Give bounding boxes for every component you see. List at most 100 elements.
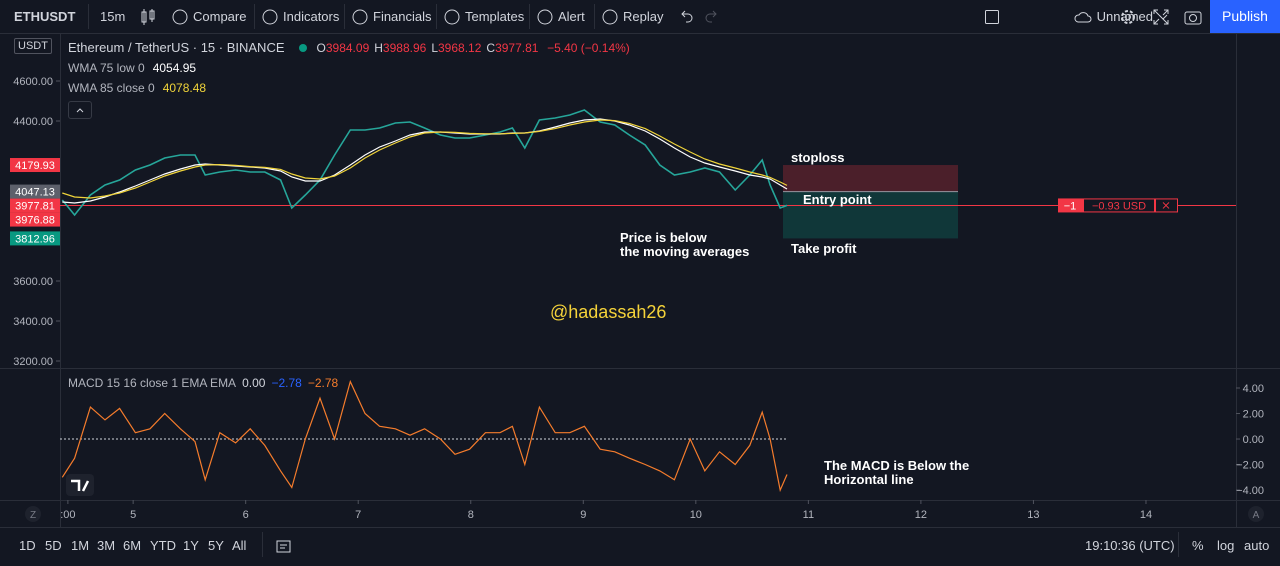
y-tick-label: 0.00 (1243, 434, 1264, 446)
x-tick-label: 5 (130, 509, 136, 521)
button-label: Templates (465, 9, 525, 24)
price-label-box (10, 231, 60, 246)
range-button[interactable]: 6M (123, 538, 142, 553)
range-button[interactable]: 3M (97, 538, 116, 553)
annotation: Price is below (620, 230, 708, 245)
chevron-up-icon (76, 108, 84, 113)
macd-reading: −2.78 (271, 376, 302, 390)
y-tick-label: 2.00 (1243, 409, 1264, 421)
x-tick-label: 14 (1140, 509, 1152, 521)
ohlc-key: H (374, 41, 383, 55)
bottom-toolbar: 1D 5D 1M 3M 6M YTD 1Y 5Y All 19:10:36 (UTC)% log au… (0, 527, 1280, 566)
button-icon (262, 9, 278, 24)
macd-reading: −2.78 (307, 376, 339, 390)
scale-button-label: A (1253, 510, 1260, 521)
button-label: Financials (373, 9, 432, 24)
price-label-box (10, 184, 60, 199)
y-tick-label: 4.00 (1243, 383, 1264, 395)
indicator-name: WMA 75 low 0 (68, 61, 145, 75)
scale-button-label: Z (30, 510, 36, 521)
range-button[interactable]: 1Y (183, 538, 199, 553)
clock[interactable]: 19:10:36 (UTC) (1085, 538, 1175, 553)
indicator-row: WMA 75 low 0 4054.95 (68, 61, 206, 81)
settings-button[interactable] (1119, 0, 1137, 33)
annotation: The MACD is Below the (824, 458, 969, 473)
range-button[interactable]: 1M (71, 538, 90, 553)
button-icon (444, 9, 460, 24)
ohlc-key: L (431, 41, 438, 55)
x-tick-label: 8 (468, 509, 474, 521)
range-button[interactable]: All (232, 538, 247, 553)
separator (344, 4, 345, 29)
toolbar-button[interactable]: Templates (444, 0, 524, 33)
series-line (62, 118, 788, 204)
top-toolbar: ETHUSDT 15m Unnamed Publish Compare Indic… (0, 0, 1280, 34)
y-tick-label: 3600.00 (13, 276, 53, 288)
range-button[interactable]: 5D (45, 538, 62, 553)
indicator-value: 4054.95 (152, 61, 197, 75)
range-button[interactable]: YTD (150, 538, 176, 553)
scale-option[interactable]: log (1217, 538, 1235, 553)
currency-badge: USDT (14, 38, 52, 54)
interval-button[interactable]: 15m (100, 9, 126, 24)
layout-name: Unnamed (1096, 9, 1153, 24)
y-tick-label: −2.00 (1236, 460, 1264, 472)
button-label: Alert (558, 9, 585, 24)
x-tick-label: 12 (915, 509, 927, 521)
toolbar-button[interactable]: Financials (352, 0, 432, 33)
button-label: Compare (193, 9, 247, 24)
scale-option[interactable]: auto (1244, 538, 1270, 553)
x-tick-label: 6 (243, 509, 249, 521)
button-icon (172, 9, 188, 24)
arrow-icon (681, 10, 693, 22)
undo-button[interactable] (678, 0, 694, 33)
ohlc-values: O3984.09 H3988.96 L3968.12 C3977.81 (317, 41, 544, 55)
price-label-box (10, 158, 60, 173)
square-icon (985, 9, 999, 24)
range-button[interactable]: 5Y (208, 538, 224, 553)
button-icon (537, 9, 553, 24)
y-tick-label: 3400.00 (13, 316, 53, 328)
ohlc-key: O (316, 41, 326, 55)
separator (254, 4, 255, 29)
button-label: Indicators (283, 9, 340, 24)
redo-button[interactable] (704, 0, 720, 33)
order-pnl: −0.93 USD (1092, 200, 1146, 212)
x-tick-label: 7 (355, 509, 361, 521)
watermark: @hadassah26 (550, 302, 666, 322)
button-icon (602, 9, 618, 24)
price-label: 3812.96 (15, 233, 55, 245)
ohlc-value: 3977.81 (495, 41, 539, 55)
toolbar-button[interactable]: Compare (172, 0, 246, 33)
separator (594, 4, 595, 29)
go-to-date-button[interactable] (276, 528, 292, 564)
ohlc-value: 3984.09 (325, 41, 370, 55)
series-line (61, 109, 788, 217)
y-tick-label: 4600.00 (13, 76, 53, 88)
toolbar-button[interactable]: Replay (602, 0, 663, 33)
macd-reading: 0.00 (242, 376, 266, 390)
price-label-box (10, 212, 60, 227)
annotation: the moving averages (620, 244, 749, 259)
camera-icon (1184, 11, 1202, 24)
x-tick-label: 10 (690, 509, 702, 521)
indicator-value: 4078.48 (162, 81, 207, 95)
collapse-legend-button[interactable] (68, 101, 92, 119)
scale-option[interactable]: % (1192, 538, 1204, 553)
indicator-name: WMA 85 close 0 (68, 81, 155, 95)
fullscreen-button[interactable] (1153, 0, 1169, 33)
series-line (62, 119, 788, 199)
scale-button[interactable] (25, 506, 41, 522)
select-button[interactable] (984, 0, 1000, 33)
macd-title: MACD 15 16 close 1 EMA EMA (68, 376, 237, 390)
snapshot-button[interactable] (1184, 0, 1202, 33)
toolbar-button[interactable]: Alert (537, 0, 585, 33)
toolbar-button[interactable]: Indicators (262, 0, 339, 33)
symbol-button[interactable]: ETHUSDT (14, 9, 76, 24)
range-button[interactable]: 1D (19, 538, 36, 553)
chart-type-button[interactable] (141, 0, 155, 33)
scale-button[interactable] (1248, 506, 1264, 522)
publish-button[interactable]: Publish (1210, 0, 1280, 33)
